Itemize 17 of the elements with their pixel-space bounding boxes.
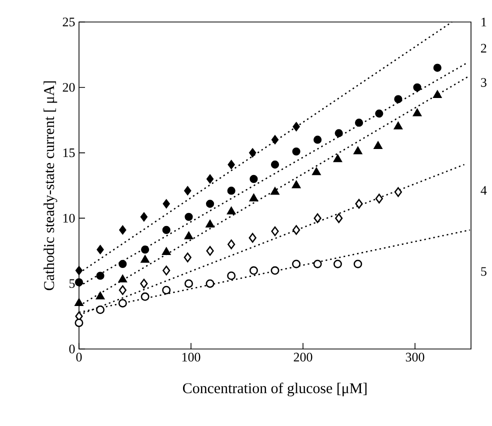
x-tick-label: 0 xyxy=(76,352,82,362)
text: 1 xyxy=(482,18,486,26)
text: 2 xyxy=(481,44,486,52)
x-tick-label: 300 xyxy=(406,352,424,362)
y-tick-label: 25 xyxy=(62,18,75,26)
text: 5 xyxy=(481,267,486,276)
y-tick-label: 5 xyxy=(70,279,75,288)
y-axis-title: Cathodic steady-state current [ μA] xyxy=(44,81,58,290)
text: 3 xyxy=(481,78,486,87)
y-tick-label: 0 xyxy=(69,344,75,354)
y-tick-label: 15 xyxy=(63,148,75,158)
x-tick-label: 100 xyxy=(182,352,200,362)
x-axis-title: Concentration of glucose [μM] xyxy=(183,382,367,396)
y-tick-label: 20 xyxy=(62,83,75,92)
x-tick-label: 200 xyxy=(294,352,312,362)
y-tick-label: 10 xyxy=(63,214,75,223)
text: 4 xyxy=(480,186,487,195)
